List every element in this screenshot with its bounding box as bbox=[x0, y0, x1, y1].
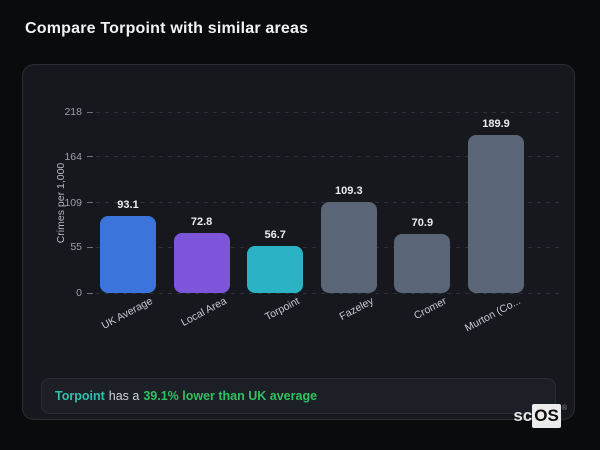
bar-murton-co[interactable] bbox=[468, 135, 524, 293]
note-highlight-text: 39.1% lower than UK average bbox=[143, 389, 318, 403]
x-axis-label: Torpoint bbox=[263, 295, 302, 324]
bar-value-label: 93.1 bbox=[117, 198, 139, 211]
bar-value-label: 56.7 bbox=[264, 228, 286, 241]
x-axis-label: UK Average bbox=[99, 295, 155, 332]
bar-value-label: 109.3 bbox=[335, 185, 363, 198]
grid-line bbox=[96, 156, 561, 158]
page-title: Compare Torpoint with similar areas bbox=[25, 20, 309, 37]
bar-value-label: 70.9 bbox=[411, 217, 434, 230]
scos-logo: sc OS ® bbox=[513, 404, 567, 428]
bar-torpoint[interactable] bbox=[247, 245, 304, 293]
note-connector-text: has a bbox=[108, 389, 140, 403]
bar-value-label: 189.9 bbox=[482, 118, 510, 131]
bar-fazeley[interactable] bbox=[320, 202, 377, 293]
y-tick-mark bbox=[87, 156, 93, 158]
x-axis-label: Local Area bbox=[178, 295, 229, 329]
note-area-name: Torpoint bbox=[55, 389, 105, 403]
y-tick-label: 109 bbox=[64, 196, 82, 209]
comparison-note: Torpoint has a 39.1% lower than UK avera… bbox=[41, 378, 556, 414]
grid-line bbox=[96, 111, 561, 113]
y-tick-mark bbox=[87, 246, 93, 248]
plot-area: 0 55 109 164 218 93.1 UK Average 72.8 Local Area… bbox=[64, 106, 561, 334]
logo-text-os: OS bbox=[532, 404, 561, 428]
logo-text-sc: sc bbox=[513, 406, 533, 425]
registered-trademark-icon: ® bbox=[561, 405, 567, 412]
y-tick-mark bbox=[87, 292, 93, 294]
y-tick-mark bbox=[87, 202, 93, 203]
bar-uk-average[interactable] bbox=[100, 215, 156, 293]
bar-value-label: 72.8 bbox=[190, 215, 213, 228]
chart-card: Crimes per 1,000 0 55 109 164 218 93.1 UK Aver… bbox=[22, 64, 575, 420]
y-tick-label: 218 bbox=[64, 106, 82, 118]
y-tick-label: 55 bbox=[70, 241, 82, 254]
y-tick-label: 164 bbox=[64, 150, 82, 163]
bar-cromer[interactable] bbox=[394, 234, 451, 293]
x-axis-label: Cromer bbox=[412, 295, 450, 323]
y-tick-label: 0 bbox=[76, 287, 82, 299]
bar-local-area[interactable] bbox=[173, 232, 230, 293]
grid-line bbox=[96, 292, 561, 294]
y-tick-mark bbox=[87, 111, 93, 113]
